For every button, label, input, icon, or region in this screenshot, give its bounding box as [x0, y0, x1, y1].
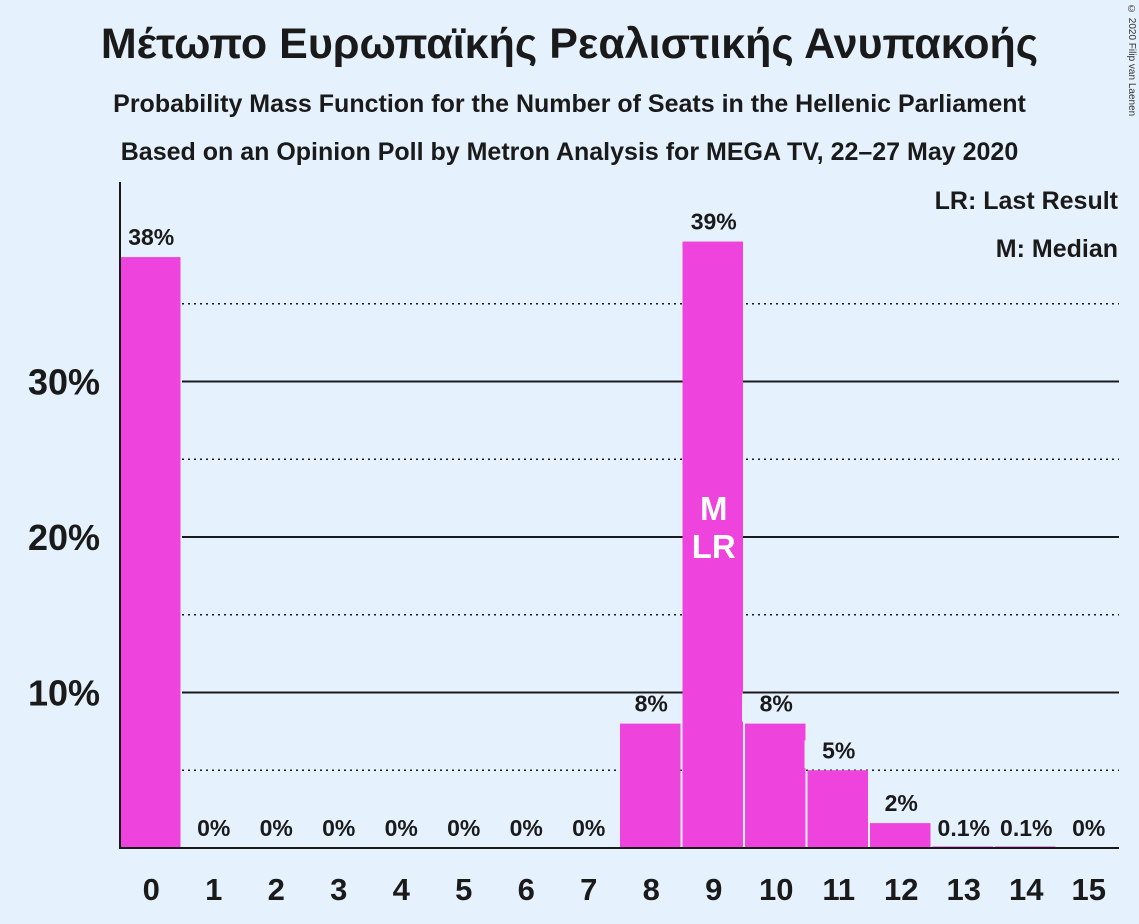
x-tick-label: 11: [822, 872, 855, 907]
value-label: 0%: [322, 815, 355, 841]
chart-title: Μέτωπο Ευρωπαϊκής Ρεαλιστικής Ανυπακοής: [100, 20, 1039, 68]
value-label: 39%: [691, 209, 737, 235]
value-label: 0%: [197, 815, 230, 841]
value-label: 0%: [260, 815, 293, 841]
legend-median: M: Median: [996, 235, 1118, 263]
bar: [120, 257, 181, 849]
value-label-background: [617, 693, 683, 722]
bar: [870, 823, 931, 848]
value-label: 8%: [635, 691, 668, 717]
value-label: 0%: [1072, 815, 1105, 841]
x-tick-label: 12: [884, 872, 918, 907]
x-tick-label: 2: [268, 872, 285, 907]
chart-subtitle-poll-type: Probability Mass Function for the Number…: [113, 90, 1026, 118]
value-label: 0.1%: [938, 815, 990, 841]
bar: [745, 723, 806, 848]
x-tick-label: 9: [705, 872, 722, 907]
y-tick-label: 30%: [28, 362, 100, 403]
value-label: 0.1%: [1000, 815, 1052, 841]
x-tick-label: 3: [330, 872, 347, 907]
median-marker: M: [700, 490, 728, 527]
value-labels: 38% 0% 0% 0% 0% 0% 0% 0% 8% 39% 8% 5% 2% 0.1% 0.1% 0% ML…: [128, 209, 1105, 841]
y-tick-labels: 10% 20% 30%: [28, 362, 100, 714]
x-tick-label: 8: [643, 872, 660, 907]
value-label: 0%: [572, 815, 605, 841]
bar: [682, 241, 743, 849]
value-label: 8%: [760, 691, 793, 717]
x-tick-label: 4: [393, 872, 411, 907]
chart-subtitle-source: Based on an Opinion Poll by Metron Analy…: [120, 138, 1019, 166]
value-label: 0%: [447, 815, 480, 841]
last-result-marker: LR: [692, 528, 736, 565]
bar: [620, 723, 681, 848]
x-tick-labels: 0 1 2 3 4 5 6 7 8 9 10 11 12 13 14 15: [143, 872, 1106, 907]
value-label: 5%: [822, 737, 855, 763]
bars: [120, 211, 1056, 849]
x-tick-label: 5: [455, 872, 472, 907]
value-label: 0%: [510, 815, 543, 841]
x-tick-label: 10: [759, 872, 793, 907]
copyright-notice: © 2020 Filip van Laenen: [1126, 4, 1137, 117]
x-tick-label: 14: [1009, 872, 1044, 907]
x-tick-label: 13: [947, 872, 981, 907]
x-tick-label: 6: [518, 872, 535, 907]
value-label: 38%: [128, 224, 174, 250]
x-tick-label: 0: [143, 872, 160, 907]
y-tick-label: 10%: [28, 673, 100, 714]
value-label-background: [679, 211, 745, 240]
x-tick-label: 7: [580, 872, 597, 907]
value-label: 0%: [385, 815, 418, 841]
y-tick-label: 20%: [28, 517, 100, 558]
value-label-background: [804, 740, 870, 769]
x-tick-label: 15: [1072, 872, 1106, 907]
value-label-background: [742, 693, 808, 722]
value-label: 2%: [885, 790, 918, 816]
x-tick-label: 1: [205, 872, 222, 907]
bar: [807, 770, 868, 848]
legend-last-result: LR: Last Result: [935, 187, 1119, 215]
